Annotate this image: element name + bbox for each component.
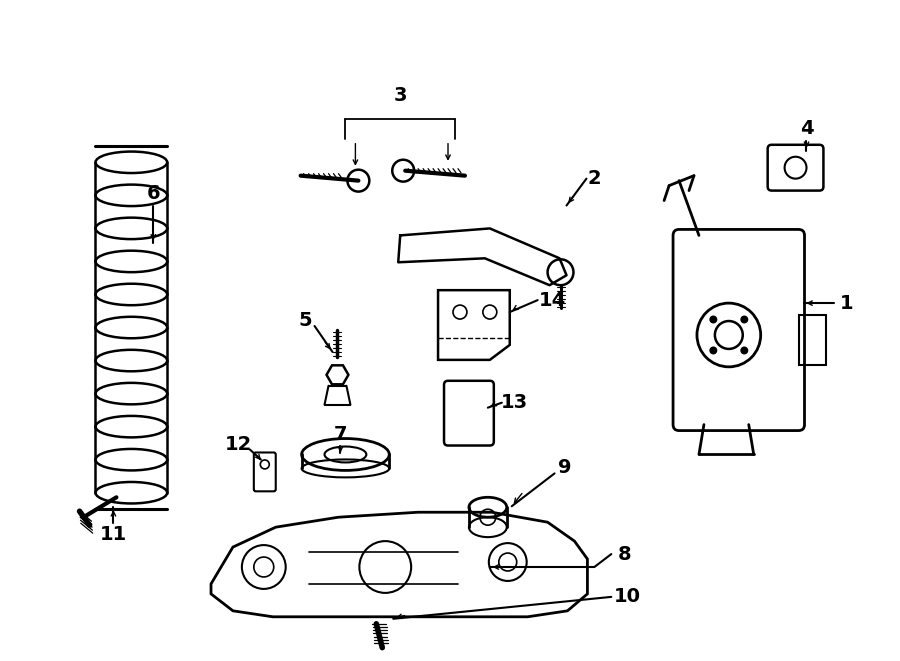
Text: 10: 10 <box>614 588 641 606</box>
Text: 12: 12 <box>225 435 253 454</box>
Text: 1: 1 <box>840 293 853 313</box>
Text: 2: 2 <box>588 169 601 188</box>
Text: 13: 13 <box>501 393 528 412</box>
Text: 7: 7 <box>334 425 347 444</box>
Circle shape <box>741 346 748 354</box>
Bar <box>798 315 826 365</box>
Circle shape <box>709 315 717 323</box>
Text: 4: 4 <box>800 120 814 138</box>
Text: 8: 8 <box>617 545 631 564</box>
Text: 9: 9 <box>558 458 572 477</box>
Text: 6: 6 <box>147 184 160 203</box>
Text: 11: 11 <box>100 525 127 543</box>
Circle shape <box>741 315 748 323</box>
Circle shape <box>709 346 717 354</box>
Text: 14: 14 <box>539 291 566 309</box>
Text: 5: 5 <box>299 311 312 330</box>
Text: 3: 3 <box>393 87 407 106</box>
